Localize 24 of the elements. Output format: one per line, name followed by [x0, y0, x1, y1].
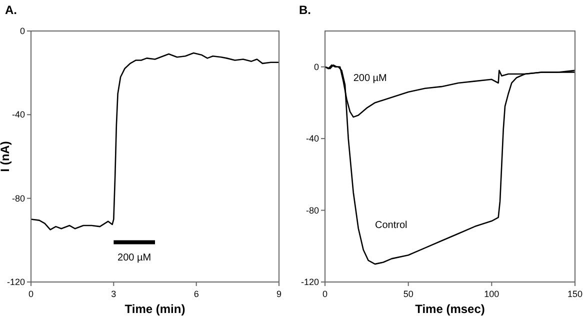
x-tick-label: 50	[403, 289, 414, 299]
y-tick-label: -40	[12, 110, 25, 120]
y-tick-label: -40	[306, 134, 319, 144]
y-tick-label: 0	[314, 62, 319, 72]
x-tick-label: 150	[567, 289, 583, 299]
y-axis-title: I (nA)	[0, 141, 12, 172]
y-tick-label: 0	[20, 26, 25, 36]
x-tick-label: 100	[484, 289, 500, 299]
y-tick-label: -80	[306, 205, 319, 216]
x-axis-title: Time (min)	[124, 302, 186, 316]
chart-title: A.	[5, 3, 17, 17]
y-tick-label: -80	[12, 193, 25, 204]
x-tick-label: 9	[276, 289, 282, 299]
x-tick-label: 3	[111, 289, 116, 299]
series-label: 200 µM	[118, 252, 152, 264]
x-axis-title: Time (msec)	[415, 302, 485, 316]
y-tick-label: -120	[300, 277, 319, 287]
x-tick-label: 0	[28, 289, 34, 299]
x-tick-label: 6	[194, 289, 199, 299]
series-label: 200 µM	[353, 73, 387, 84]
chart-title: B.	[299, 3, 311, 17]
x-tick-label: 0	[322, 289, 328, 299]
y-tick-label: -120	[6, 277, 25, 287]
series-label: Control	[375, 220, 408, 232]
